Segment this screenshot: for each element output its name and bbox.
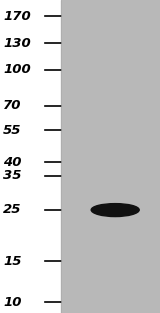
Ellipse shape — [91, 204, 139, 217]
Text: 70: 70 — [3, 100, 22, 112]
Text: 10: 10 — [3, 296, 22, 309]
Text: 25: 25 — [3, 203, 22, 216]
Text: 130: 130 — [3, 37, 31, 50]
Text: 15: 15 — [3, 255, 22, 268]
Bar — [61, 0, 160, 313]
Bar — [0, 0, 61, 313]
Text: 40: 40 — [3, 156, 22, 169]
Text: 100: 100 — [3, 64, 31, 76]
Text: 35: 35 — [3, 169, 22, 182]
Text: 170: 170 — [3, 10, 31, 23]
Text: 55: 55 — [3, 124, 22, 137]
